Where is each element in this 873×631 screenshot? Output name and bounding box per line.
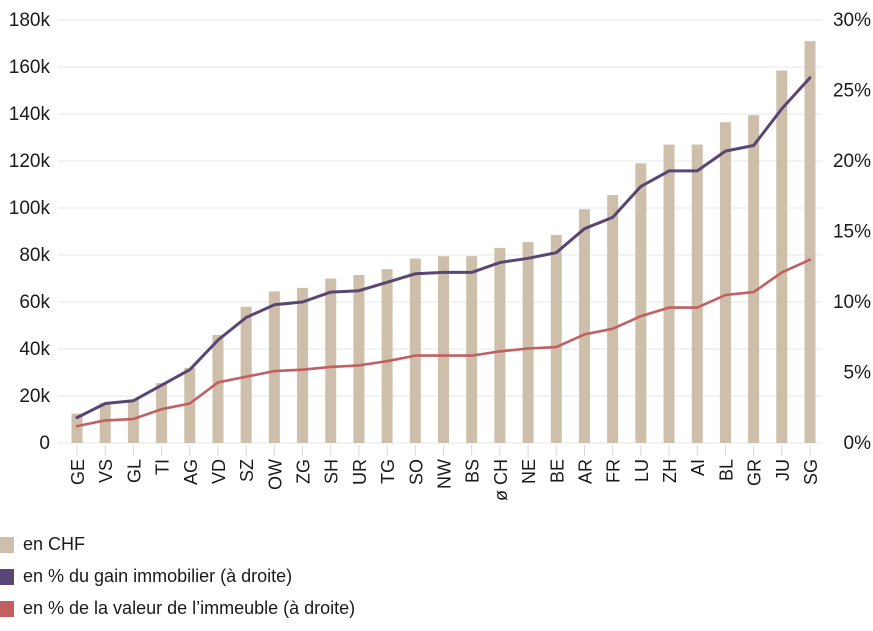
bar-TI (156, 383, 168, 443)
x-label-SZ: SZ (237, 459, 257, 482)
x-label-SH: SH (322, 459, 342, 484)
legend-label-2: en % du gain immobilier (à droite) (23, 566, 293, 586)
left-axis-label-140k: 140k (9, 104, 51, 125)
x-label-TI: TI (153, 459, 173, 475)
bar-AG (184, 367, 196, 443)
x-label-GE: GE (68, 459, 88, 485)
chart-legend: en CHF en % du gain immobilier (à droite)… (0, 534, 355, 619)
bar-SG (804, 41, 816, 444)
right-axis-label-0%: 0% (844, 433, 872, 454)
bar-OW (268, 291, 280, 443)
bar-AI (691, 144, 703, 444)
bar-ZH (663, 144, 675, 444)
x-label-AG: AG (181, 459, 201, 485)
legend-item-3: en % de la valeur de l’immeuble (à droit… (0, 598, 355, 619)
x-label-SG: SG (801, 459, 821, 485)
line-series-1 (75, 76, 812, 420)
bar-FR (607, 195, 619, 443)
left-axis-label-180k: 180k (9, 10, 51, 31)
bar-LU (635, 163, 647, 443)
x-label-NW: NW (435, 459, 455, 489)
x-label-GL: GL (124, 459, 144, 483)
x-label-VS: VS (96, 459, 116, 483)
x-label-OW: OW (265, 459, 285, 490)
x-label-SO: SO (406, 459, 426, 485)
x-label-UR: UR (350, 459, 370, 485)
x-label-BL: BL (716, 459, 736, 481)
x-label-FR: FR (604, 459, 624, 483)
right-axis-label-5%: 5% (844, 363, 872, 384)
left-axis-label-20k: 20k (19, 386, 50, 407)
right-axis-label-10%: 10% (833, 292, 871, 313)
bar-SZ (240, 306, 252, 443)
x-label-ZG: ZG (294, 459, 314, 484)
bar-ZG (297, 287, 309, 443)
x-label-AR: AR (575, 459, 595, 484)
bar-BE (550, 235, 562, 443)
bar-UR (353, 274, 365, 443)
right-axis-label-25%: 25% (833, 81, 871, 102)
legend-swatch-2 (0, 568, 14, 585)
right-axis-label-20%: 20% (833, 151, 871, 172)
bar-JU (776, 70, 788, 444)
x-label-ZH: ZH (660, 459, 680, 483)
left-axis-label-80k: 80k (19, 245, 50, 266)
left-axis-label-100k: 100k (9, 198, 51, 219)
legend-label-1: en CHF (23, 534, 86, 554)
bar-GL (127, 399, 139, 443)
left-axis-label-0: 0 (39, 433, 50, 454)
bar-GR (748, 115, 760, 444)
bar-SH (325, 278, 337, 443)
x-label-TG: TG (378, 459, 398, 484)
bar-BS (466, 256, 478, 443)
line-series-2 (75, 258, 812, 428)
x-label-NE: NE (519, 459, 539, 484)
x-label-ø CH: ø CH (491, 459, 511, 501)
legend-swatch-1 (0, 536, 14, 553)
left-axis-label-60k: 60k (19, 292, 50, 313)
bar-NW (438, 256, 449, 443)
legend-item-2: en % du gain immobilier (à droite) (0, 566, 355, 587)
x-label-BE: BE (547, 459, 567, 483)
bar-NE (522, 242, 534, 443)
bar-SO (409, 258, 421, 443)
chart-canvas: 0 20k 40k 60k 80k 100k 120k 140k 160k 180k 0% 5% 10%… (9, 10, 872, 501)
bar-BL (719, 122, 731, 443)
left-axis-label-160k: 160k (9, 57, 51, 78)
x-label-BS: BS (463, 459, 483, 483)
x-label-VD: VD (209, 459, 229, 484)
bar-TG (381, 269, 393, 443)
left-axis-label-40k: 40k (19, 339, 50, 360)
bar-GE (71, 413, 83, 443)
x-label-GR: GR (745, 459, 765, 486)
x-label-JU: JU (773, 459, 793, 481)
left-axis-label-120k: 120k (9, 151, 51, 172)
right-axis-label-30%: 30% (833, 10, 871, 31)
right-axis-label-15%: 15% (833, 222, 871, 243)
bar-ø CH (494, 247, 506, 443)
bar-VD (212, 334, 224, 443)
legend-item-1: en CHF (0, 534, 355, 555)
bar-VS (99, 403, 111, 443)
legend-swatch-3 (0, 600, 14, 617)
legend-label-3: en % de la valeur de l’immeuble (à droit… (23, 598, 356, 618)
x-label-AI: AI (688, 459, 708, 476)
x-label-LU: LU (632, 459, 652, 482)
bar-AR (578, 209, 590, 443)
